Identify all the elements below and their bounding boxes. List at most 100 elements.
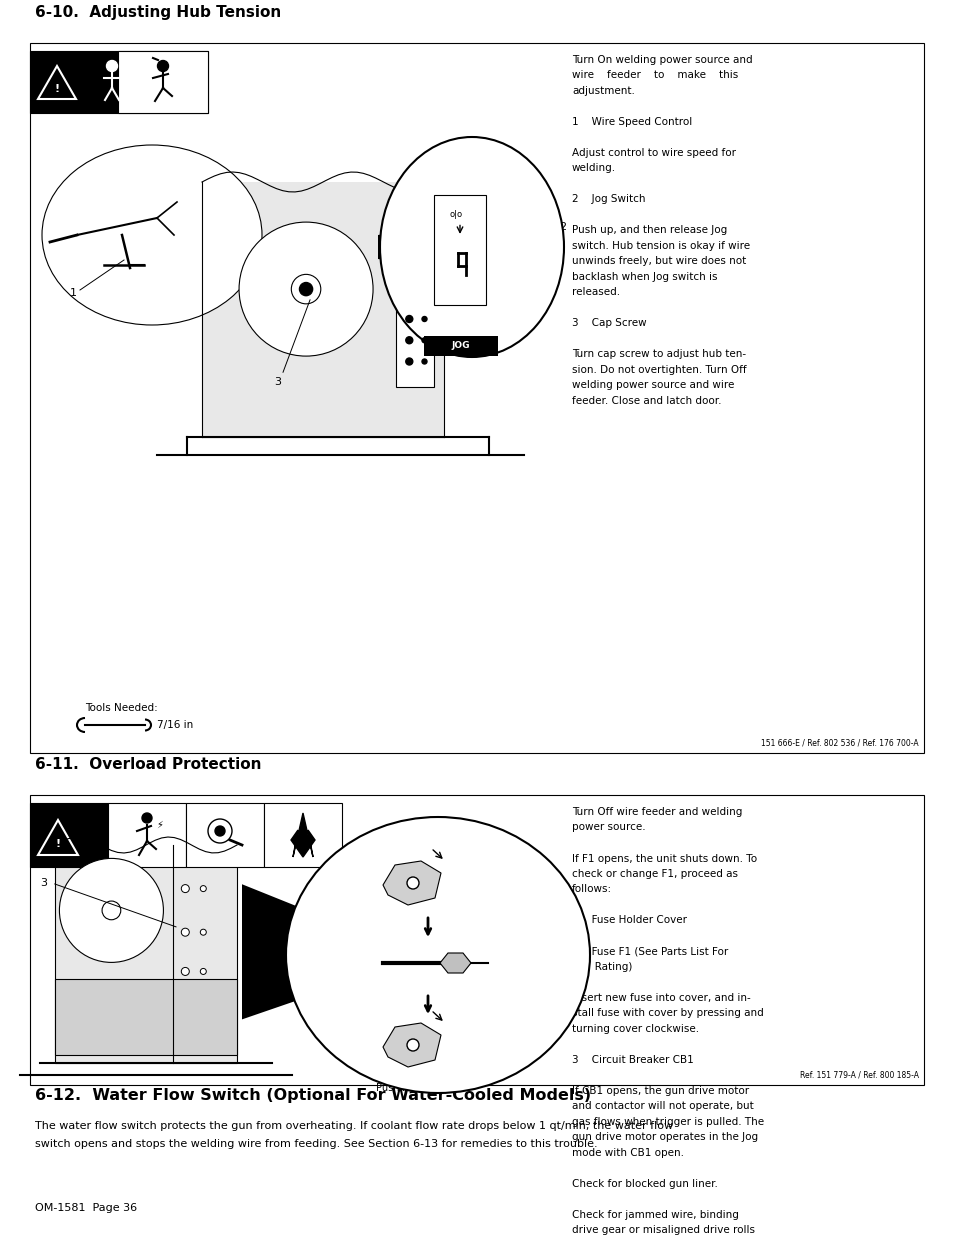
Text: Rating): Rating) [572,962,632,972]
Text: OM-1581  Page 36: OM-1581 Page 36 [35,1203,137,1213]
Text: and contactor will not operate, but: and contactor will not operate, but [572,1102,753,1112]
Bar [55,978,236,1055]
Bar [55,845,236,1063]
Text: The water flow switch protects the gun from overheating. If coolant flow rate dr: The water flow switch protects the gun f… [35,1121,673,1131]
Circle shape [181,884,189,893]
Text: released.: released. [572,288,619,298]
Text: Tools Needed:: Tools Needed: [85,703,157,713]
Ellipse shape [379,137,563,357]
Polygon shape [377,225,449,269]
Text: 151 666-E / Ref. 802 536 / Ref. 176 700-A: 151 666-E / Ref. 802 536 / Ref. 176 700-… [760,739,918,747]
Text: JOG: JOG [452,342,470,351]
Bar [264,803,341,867]
Text: stall fuse with cover by pressing and: stall fuse with cover by pressing and [572,1009,763,1019]
Circle shape [421,316,427,321]
Text: Check for jammed wire, binding: Check for jammed wire, binding [572,1210,739,1220]
Text: o|o: o|o [449,210,462,220]
Circle shape [291,274,320,304]
Text: gas flows when trigger is pulled. The: gas flows when trigger is pulled. The [572,1116,763,1128]
Text: 3: 3 [274,377,281,387]
Text: 1: 1 [526,868,533,878]
Text: Insert new fuse into cover, and in-: Insert new fuse into cover, and in- [572,993,750,1003]
Bar [202,182,443,437]
Circle shape [200,929,206,935]
Text: 6-10.  Adjusting Hub Tension: 6-10. Adjusting Hub Tension [35,5,281,20]
Bar [30,795,923,1086]
Bar [30,51,208,112]
Text: sion. Do not overtighten. Turn Off: sion. Do not overtighten. Turn Off [572,366,746,375]
Circle shape [421,359,427,364]
Circle shape [107,61,117,72]
Text: power source.: power source. [572,823,645,832]
Text: drive gear or misaligned drive rolls: drive gear or misaligned drive rolls [572,1225,754,1235]
Text: 2: 2 [365,963,373,973]
Circle shape [299,283,313,296]
Bar [30,803,108,867]
Text: Ref. 151 779-A / Ref. 800 185-A: Ref. 151 779-A / Ref. 800 185-A [800,1070,918,1079]
Text: 3: 3 [40,878,47,888]
Text: !: ! [55,839,60,848]
Text: /: / [122,70,130,82]
Circle shape [239,222,373,356]
Text: feeder. Close and latch door.: feeder. Close and latch door. [572,396,720,406]
Text: 6-11.  Overload Protection: 6-11. Overload Protection [35,757,261,772]
Circle shape [200,885,206,892]
Text: wire    feeder    to    make    this: wire feeder to make this [572,70,738,80]
Polygon shape [382,1023,440,1067]
Polygon shape [382,861,440,905]
Circle shape [181,929,189,936]
Text: Push And Turn: Push And Turn [375,1083,445,1093]
Bar [30,43,923,753]
Text: backlash when Jog switch is: backlash when Jog switch is [572,272,717,282]
Text: switch. Hub tension is okay if wire: switch. Hub tension is okay if wire [572,241,749,251]
Text: adjustment.: adjustment. [572,86,634,96]
Bar [395,303,434,387]
Circle shape [200,968,206,974]
Text: Turn Off wire feeder and welding: Turn Off wire feeder and welding [572,806,741,818]
Text: mode with CB1 open.: mode with CB1 open. [572,1149,683,1158]
Ellipse shape [286,818,589,1093]
Text: welding.: welding. [572,163,616,173]
Text: Adjust control to wire speed for: Adjust control to wire speed for [572,148,735,158]
Text: If CB1 opens, the gun drive motor: If CB1 opens, the gun drive motor [572,1086,748,1095]
Circle shape [102,902,121,920]
Text: 1    Wire Speed Control: 1 Wire Speed Control [572,117,692,127]
Text: turning cover clockwise.: turning cover clockwise. [572,1024,699,1034]
Circle shape [407,877,418,889]
Text: If F1 opens, the unit shuts down. To: If F1 opens, the unit shuts down. To [572,853,757,863]
Circle shape [208,819,232,844]
Text: Turn cap screw to adjust hub ten-: Turn cap screw to adjust hub ten- [572,350,745,359]
Text: 1    Fuse Holder Cover: 1 Fuse Holder Cover [572,915,686,925]
Text: Turn On welding power source and: Turn On welding power source and [572,56,752,65]
Text: 6-12.  Water Flow Switch (Optional For Water-Cooled Models): 6-12. Water Flow Switch (Optional For Wa… [35,1088,591,1103]
Circle shape [421,337,427,343]
Polygon shape [38,65,76,99]
Polygon shape [242,884,317,1019]
Text: check or change F1, proceed as: check or change F1, proceed as [572,869,738,879]
Text: switch opens and stops the welding wire from feeding. See Section 6-13 for remed: switch opens and stops the welding wire … [35,1139,597,1149]
Circle shape [405,358,413,366]
Text: follows:: follows: [572,884,612,894]
Text: gun drive motor operates in the Jog: gun drive motor operates in the Jog [572,1132,758,1142]
Bar [434,195,485,305]
Text: 7/16 in: 7/16 in [157,720,193,730]
Circle shape [407,1039,418,1051]
Text: 2: 2 [558,222,565,232]
Polygon shape [38,820,78,855]
Text: welding power source and wire: welding power source and wire [572,380,734,390]
Circle shape [59,858,163,962]
Text: !: ! [54,84,59,94]
Bar [186,803,264,867]
Text: 1: 1 [70,288,77,298]
Bar [423,336,497,356]
Text: 2    Jog Switch: 2 Jog Switch [572,194,645,205]
Bar [118,51,208,112]
Circle shape [405,337,413,343]
Circle shape [405,315,413,322]
Text: Check for blocked gun liner.: Check for blocked gun liner. [572,1179,717,1189]
Ellipse shape [42,144,262,325]
Text: Pull Out And Replace F1: Pull Out And Replace F1 [348,990,465,1002]
Polygon shape [439,953,471,973]
Text: unwinds freely, but wire does not: unwinds freely, but wire does not [572,257,745,267]
Bar [108,803,186,867]
